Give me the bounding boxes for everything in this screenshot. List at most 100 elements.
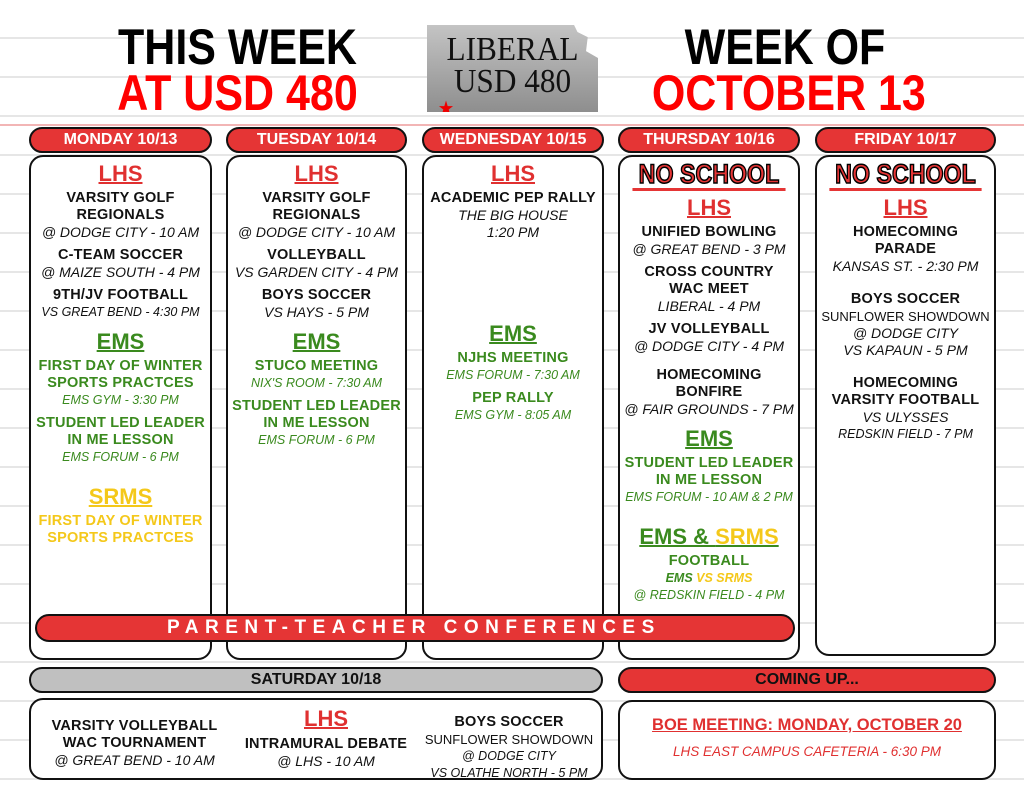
event-line: IN ME LESSON	[263, 415, 370, 431]
event-line: VARSITY GOLF	[66, 190, 175, 206]
event-line: @ REDSKIN FIELD - 4 PM	[633, 588, 785, 602]
event: STUDENT LED LEADER IN ME LESSON EMS FORUM …	[228, 398, 405, 449]
coming-up-header: COMING UP...	[618, 667, 996, 693]
event-line: HOMECOMING	[656, 367, 762, 383]
event-line: VS ULYSSES	[862, 409, 949, 425]
event-line: @ DODGE CITY	[852, 325, 959, 341]
event: HOMECOMING PARADE KANSAS ST. - 2:30 PM	[817, 224, 994, 275]
event-line: EMS GYM - 8:05 AM	[454, 408, 572, 422]
event-line: UNIFIED BOWLING	[641, 224, 777, 240]
logo-text: USD 480	[453, 63, 572, 100]
saturday-box: VARSITY VOLLEYBALL WAC TOURNAMENT @ GREAT …	[29, 698, 603, 780]
event: VOLLEYBALL VS GARDEN CITY - 4 PM	[228, 247, 405, 281]
event-line: STUDENT LED LEADER	[36, 415, 205, 431]
event: JV VOLLEYBALL @ DODGE CITY - 4 PM	[620, 321, 798, 355]
event: STUCO MEETING NIX'S ROOM - 7:30 AM	[228, 358, 405, 392]
event-line: LIBERAL - 4 PM	[657, 298, 761, 314]
event-line: @ DODGE CITY - 10 AM	[237, 224, 396, 240]
school-section: EMS NJHS MEETING EMS FORUM - 7:30 AM PEP RA…	[424, 321, 602, 424]
star-icon: ★	[437, 96, 455, 120]
day-header-4: FRIDAY 10/17	[815, 127, 996, 153]
event-line: EMS FORUM - 7:30 AM	[446, 368, 580, 382]
coming-up-title: BOE MEETING: MONDAY, OCTOBER 20	[652, 716, 962, 734]
event-line: @ GREAT BEND - 10 AM	[54, 752, 215, 768]
school-heading: EMS	[685, 426, 733, 451]
event-line: @ DODGE CITY - 4 PM	[633, 338, 785, 354]
day-header-0: MONDAY 10/13	[29, 127, 212, 153]
event-line: REGIONALS	[272, 207, 361, 223]
event-line: PEP RALLY	[472, 390, 554, 406]
school-heading: EMS	[96, 329, 145, 354]
event: C-TEAM SOCCER @ MAIZE SOUTH - 4 PM	[31, 247, 210, 281]
day-header-3: THURSDAY 10/16	[618, 127, 800, 153]
day-box: LHS ACADEMIC PEP RALLY THE BIG HOUSE 1:20 P…	[422, 155, 604, 660]
school-section: EMS STUDENT LED LEADER IN ME LESSON EMS FOR…	[620, 426, 798, 506]
event-line: HOMECOMING	[852, 224, 959, 240]
school-section: LHS UNIFIED BOWLING @ GREAT BEND - 3 PM CRO…	[620, 195, 798, 418]
event-line: JV VOLLEYBALL	[648, 321, 770, 337]
event-line: VARSITY GOLF	[262, 190, 371, 206]
event-line: BOYS SOCCER	[454, 714, 564, 730]
event: BOYS SOCCER SUNFLOWER SHOWDOWN @ DODGE CIT…	[817, 291, 994, 359]
event-line: ACADEMIC PEP RALLY	[430, 190, 596, 206]
event-line: FIRST DAY OF WINTER	[38, 358, 203, 374]
event-line: HOMECOMING	[852, 375, 959, 391]
headline-at-usd: AT USD 480	[117, 65, 358, 121]
headline-this-week: THIS WEEK	[118, 19, 357, 75]
event-line: INTRAMURAL DEBATE	[244, 736, 408, 752]
day-box: NO SCHOOL LHS HOMECOMING PARADE KANSAS ST. -…	[815, 155, 996, 656]
parent-teacher-banner: PARENT-TEACHER CONFERENCES	[35, 614, 795, 642]
day-box: NO SCHOOL LHS UNIFIED BOWLING @ GREAT BEND …	[618, 155, 800, 660]
school-section: SRMS FIRST DAY OF WINTER SPORTS PRACTCES	[31, 484, 210, 547]
event-line: @ FAIR GROUNDS - 7 PM	[624, 401, 794, 417]
day-box: LHS VARSITY GOLF REGIONALS @ DODGE CITY - 1…	[29, 155, 212, 660]
event: 9TH/JV FOOTBALL VS GREAT BEND - 4:30 PM	[31, 287, 210, 321]
school-section: LHS VARSITY GOLF REGIONALS @ DODGE CITY - 1…	[31, 161, 210, 321]
saturday-event: BOYS SOCCER SUNFLOWER SHOWDOWN @ DODGE CIT…	[419, 714, 599, 780]
event-line: VS KAPAUN - 5 PM	[843, 342, 968, 358]
event-line: BONFIRE	[675, 384, 743, 400]
saturday-event: VARSITY VOLLEYBALL WAC TOURNAMENT @ GREAT …	[37, 718, 232, 769]
event-line: EMS FORUM - 6 PM	[258, 433, 375, 447]
event-line: NIX'S ROOM - 7:30 AM	[250, 376, 383, 390]
day-box: LHS VARSITY GOLF REGIONALS @ DODGE CITY - 1…	[226, 155, 407, 660]
event: FOOTBALL EMS VS SRMS @ REDSKIN FIELD - 4 P…	[620, 553, 798, 604]
event: BOYS SOCCER VS HAYS - 5 PM	[228, 287, 405, 321]
school-heading: EMS	[489, 321, 537, 346]
event-line: EMS GYM - 3:30 PM	[62, 393, 179, 407]
event-line: EMS FORUM - 6 PM	[62, 450, 179, 464]
school-section: EMS FIRST DAY OF WINTER SPORTS PRACTCES EMS…	[31, 329, 210, 466]
event-line: @ LHS - 10 AM	[277, 753, 375, 769]
event: UNIFIED BOWLING @ GREAT BEND - 3 PM	[620, 224, 798, 258]
school-heading-part: EMS &	[639, 524, 709, 549]
event-line: REGIONALS	[76, 207, 165, 223]
event-line: WAC TOURNAMENT	[62, 735, 207, 751]
school-section: LHS HOMECOMING PARADE KANSAS ST. - 2:30 PM B…	[817, 195, 994, 443]
event-line: 1:20 PM	[486, 224, 540, 240]
school-heading: EMS & SRMS	[620, 524, 798, 549]
event: ACADEMIC PEP RALLY THE BIG HOUSE 1:20 PM	[424, 190, 602, 241]
event-line: SUNFLOWER SHOWDOWN	[424, 732, 594, 747]
school-section: EMS STUCO MEETING NIX'S ROOM - 7:30 AM STUD…	[228, 329, 405, 449]
event-line: @ MAIZE SOUTH - 4 PM	[41, 264, 200, 280]
event: VARSITY GOLF REGIONALS @ DODGE CITY - 10 A…	[31, 190, 210, 241]
event-line: VOLLEYBALL	[267, 247, 366, 263]
school-heading: LHS	[304, 706, 348, 731]
event-line: IN ME LESSON	[67, 432, 174, 448]
school-heading: LHS	[98, 161, 143, 186]
event-line: VS OLATHE NORTH - 5 PM	[430, 766, 588, 780]
saturday-event: LHS INTRAMURAL DEBATE @ LHS - 10 AM	[236, 704, 416, 770]
event-line: SUNFLOWER SHOWDOWN	[821, 309, 990, 324]
event-line: BOYS SOCCER	[261, 287, 372, 303]
school-heading: LHS	[883, 195, 928, 220]
event-line: VS GREAT BEND - 4:30 PM	[41, 305, 200, 319]
event-line: REDSKIN FIELD - 7 PM	[838, 427, 973, 441]
school-heading: LHS	[294, 161, 339, 186]
event: STUDENT LED LEADER IN ME LESSON EMS FORUM …	[620, 455, 798, 506]
logo-text: LIBERAL	[446, 31, 579, 68]
event-line: VARSITY VOLLEYBALL	[51, 718, 218, 734]
event-line: STUDENT LED LEADER	[232, 398, 401, 414]
event: HOMECOMING VARSITY FOOTBALL VS ULYSSES REDS…	[817, 375, 994, 443]
event-line: KANSAS ST. - 2:30 PM	[832, 258, 979, 274]
event-line: BOYS SOCCER	[850, 291, 961, 307]
